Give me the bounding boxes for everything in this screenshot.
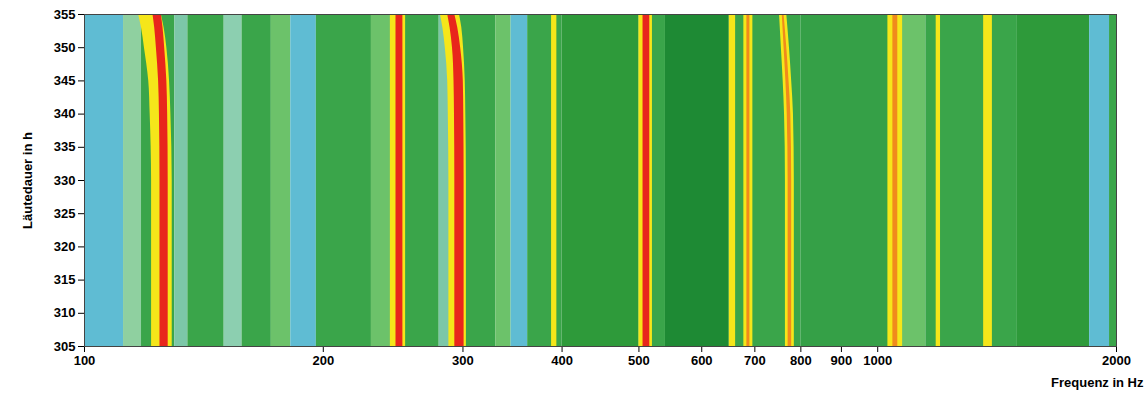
svg-text:305: 305 (54, 339, 76, 354)
svg-text:100: 100 (74, 353, 96, 368)
svg-text:200: 200 (312, 353, 334, 368)
svg-text:700: 700 (744, 353, 766, 368)
svg-text:355: 355 (54, 7, 76, 22)
svg-text:340: 340 (54, 106, 76, 121)
svg-text:335: 335 (54, 139, 76, 154)
svg-text:500: 500 (628, 353, 650, 368)
svg-text:1000: 1000 (863, 353, 892, 368)
svg-text:325: 325 (54, 206, 76, 221)
svg-text:345: 345 (54, 73, 76, 88)
svg-text:400: 400 (551, 353, 573, 368)
svg-text:350: 350 (54, 40, 76, 55)
svg-text:900: 900 (831, 353, 853, 368)
svg-text:330: 330 (54, 173, 76, 188)
svg-text:310: 310 (54, 305, 76, 320)
svg-text:315: 315 (54, 272, 76, 287)
svg-text:300: 300 (452, 353, 474, 368)
svg-text:2000: 2000 (1102, 353, 1131, 368)
svg-text:800: 800 (790, 353, 812, 368)
svg-text:320: 320 (54, 239, 76, 254)
svg-text:Läutedauer in h: Läutedauer in h (20, 132, 35, 229)
svg-text:Frequenz in Hz: Frequenz in Hz (1051, 375, 1144, 390)
svg-text:600: 600 (691, 353, 713, 368)
